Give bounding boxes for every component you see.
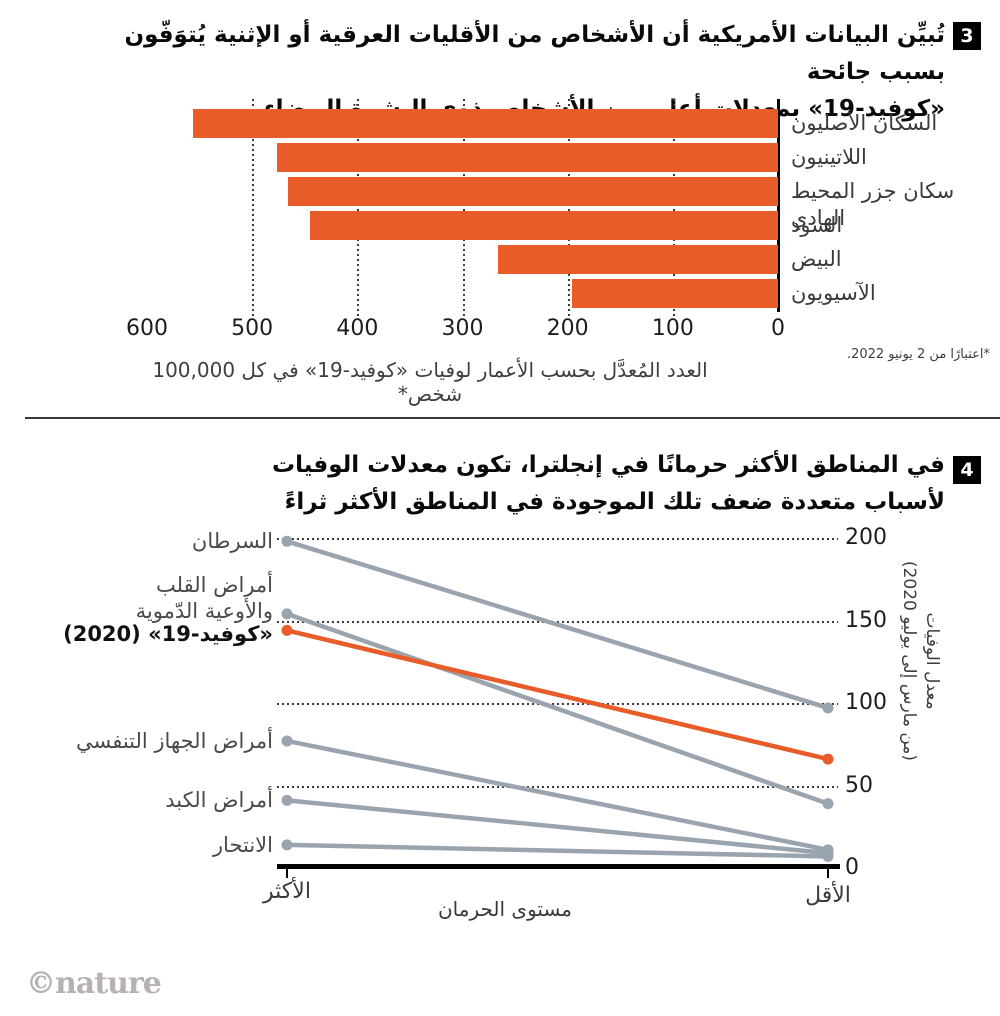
series-label-line: الانتحار <box>212 832 273 857</box>
gridline-300 <box>462 99 465 317</box>
bar-category-label: البيض <box>791 247 842 271</box>
gridline-100 <box>672 99 675 317</box>
series-label-line: أمراض الكبد <box>165 788 273 813</box>
bar-category-label: الآسيويون <box>791 281 876 305</box>
bar-chart-caption: العدد المُعدَّل بحسب الأعمار لوفيات «كوف… <box>152 358 708 406</box>
x-tick-label: 0 <box>771 316 785 341</box>
gridline-50 <box>277 785 838 788</box>
slope-lines <box>281 535 834 862</box>
bar-category-label: اللاتينيون <box>791 145 867 169</box>
x-tick-label: 100 <box>651 316 694 341</box>
bar-4 <box>498 245 778 274</box>
slope-chart: معدل الوفيات (من مارس إلى يوليو 2020) ال… <box>0 500 1000 930</box>
slope-line-5 <box>286 842 829 859</box>
y-tick-label: 100 <box>845 690 887 715</box>
x-tick-most <box>286 869 288 878</box>
x-tick-least <box>827 869 829 878</box>
nature-logo: ©nature <box>26 966 162 1001</box>
x-tick-label: 200 <box>546 316 589 341</box>
series-label-line: أمراض الجهاز التنفسي <box>75 728 273 753</box>
bar-chart-zero-axis <box>777 99 780 312</box>
bar-category-label: السكان الأصليون <box>791 111 938 135</box>
gridline-500 <box>252 99 255 317</box>
series-label-line: والأوعية الدّموية <box>135 598 273 623</box>
chart4-title-line1: في المناطق الأكثر حرمانًا في إنجلترا، تك… <box>272 452 945 478</box>
chart4-title: في المناطق الأكثر حرمانًا في إنجلترا، تك… <box>65 447 945 521</box>
slope-dot-start-0 <box>281 535 293 547</box>
slope-line-1 <box>286 611 829 806</box>
x-tick-label: 500 <box>231 316 274 341</box>
slope-dot-start-5 <box>281 839 293 851</box>
slope-dot-start-1 <box>281 608 293 620</box>
series-label-line: «كوفيد-19» (2020) <box>63 622 273 647</box>
series-label-3: أمراض الجهاز التنفسي <box>0 728 273 754</box>
y-tick-label: 50 <box>845 772 873 798</box>
x-axis-title: مستوى الحرمان <box>437 897 573 921</box>
gridline-400 <box>357 99 360 317</box>
x-tick-label: 600 <box>126 316 168 341</box>
x-category-least: الأقل <box>805 883 851 908</box>
series-label-5: الانتحار <box>0 832 273 858</box>
series-label-2: «كوفيد-19» (2020) <box>0 621 273 647</box>
y-tick-label: 150 <box>845 607 887 633</box>
x-tick-label: 300 <box>441 316 484 341</box>
gridline-200 <box>277 538 838 540</box>
gridline-200 <box>567 99 570 317</box>
footnote: *اعتبارًا من 2 يونيو 2022. <box>846 347 990 362</box>
x-category-most: الأكثر <box>263 879 311 904</box>
panel-number-badge: 4 <box>953 456 981 484</box>
slope-dot-start-4 <box>281 794 293 806</box>
gridline-100 <box>277 703 838 705</box>
bar-3 <box>310 211 778 240</box>
slope-dot-start-3 <box>281 735 293 747</box>
bar-2 <box>287 177 778 206</box>
slope-line-3 <box>286 738 829 853</box>
series-label-line: السرطان <box>191 529 273 554</box>
y-tick-label: 0 <box>845 855 859 880</box>
chart4-title-line2: لأسباب متعددة ضعف تلك الموجودة في المناط… <box>284 489 945 515</box>
chart3-title-line1: تُبيِّن البيانات الأمريكية أن الأشخاص من… <box>124 22 945 85</box>
series-label-0: السرطان <box>0 528 273 554</box>
section-divider <box>25 417 1000 419</box>
slope-line-0 <box>286 539 829 711</box>
slope-line-2 <box>286 628 829 762</box>
series-label-4: أمراض الكبد <box>0 787 273 813</box>
slope-dot-end-1 <box>822 798 834 810</box>
x-tick-label: 400 <box>336 316 379 341</box>
series-label-1: أمراض القلب والأوعية الدّموية <box>0 572 273 624</box>
bar-category-label: السود <box>791 213 843 237</box>
slope-dot-end-5 <box>822 850 834 862</box>
slope-dot-end-2 <box>822 753 834 765</box>
bar-0 <box>193 109 778 138</box>
slope-line-4 <box>286 798 829 856</box>
slope-dot-end-0 <box>822 702 834 714</box>
bar-chart: السكان الأصليون اللاتينيون سكان جزر المحيط… <box>0 0 1000 420</box>
series-label-line: أمراض القلب <box>156 572 273 597</box>
gridline-150 <box>277 620 838 623</box>
panel-number-badge: 3 <box>953 22 981 50</box>
y-tick-label: 200 <box>845 525 887 550</box>
bar-category-label: سكان جزر المحيط الهادي <box>791 179 955 230</box>
slope-chart-baseline-axis <box>277 864 840 869</box>
slope-dot-start-2 <box>281 624 293 636</box>
bar-1 <box>277 143 778 172</box>
bar-5 <box>571 279 778 308</box>
